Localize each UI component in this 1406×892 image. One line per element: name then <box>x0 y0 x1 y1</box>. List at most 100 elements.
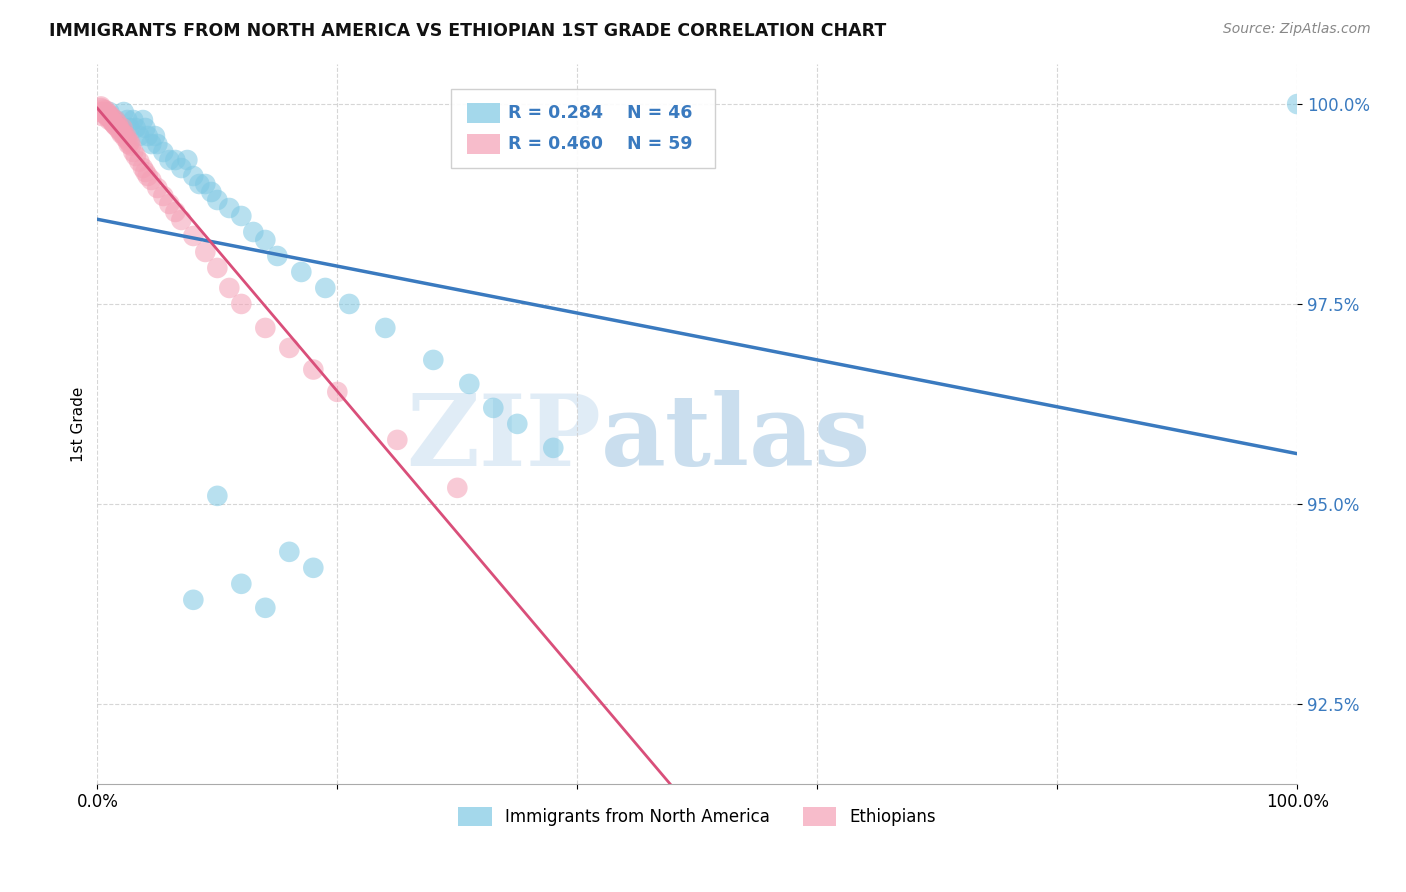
Point <box>101 115 124 129</box>
Text: IMMIGRANTS FROM NORTH AMERICA VS ETHIOPIAN 1ST GRADE CORRELATION CHART: IMMIGRANTS FROM NORTH AMERICA VS ETHIOPI… <box>49 22 886 40</box>
Point <box>446 481 468 495</box>
Point <box>120 138 142 153</box>
Point <box>117 136 139 151</box>
Point <box>170 161 193 175</box>
Point <box>90 101 112 115</box>
Point <box>231 209 253 223</box>
Point <box>134 121 156 136</box>
Point <box>254 321 277 335</box>
Point <box>188 177 211 191</box>
Point <box>146 136 169 151</box>
Point <box>112 128 135 142</box>
Point <box>266 249 288 263</box>
Point <box>104 119 127 133</box>
Point <box>278 341 301 355</box>
Point <box>114 130 136 145</box>
Point <box>117 113 139 128</box>
Point <box>242 225 264 239</box>
Point <box>152 145 174 159</box>
Point <box>128 128 150 143</box>
Point <box>218 281 240 295</box>
Point <box>218 201 240 215</box>
Point <box>326 384 349 399</box>
Point <box>231 297 253 311</box>
Point <box>94 103 117 118</box>
Point <box>100 112 122 126</box>
Point <box>1286 97 1309 112</box>
Point <box>128 154 150 169</box>
Point <box>110 121 132 136</box>
Point <box>157 197 180 211</box>
Point <box>458 376 481 391</box>
Legend: Immigrants from North America, Ethiopians: Immigrants from North America, Ethiopian… <box>458 806 936 826</box>
Point <box>97 106 120 120</box>
Point <box>93 105 115 120</box>
Point <box>90 99 112 113</box>
Point <box>91 109 114 123</box>
FancyBboxPatch shape <box>467 134 501 154</box>
Point <box>254 233 277 247</box>
Point <box>146 181 169 195</box>
Point <box>132 161 155 175</box>
Point <box>94 105 117 120</box>
Point <box>207 489 229 503</box>
Text: R = 0.460    N = 59: R = 0.460 N = 59 <box>508 135 692 153</box>
Text: ZIP: ZIP <box>406 390 602 487</box>
Point <box>134 165 156 179</box>
Point <box>387 433 409 447</box>
Point <box>101 114 124 128</box>
Point <box>374 321 396 335</box>
Point <box>89 105 111 120</box>
Point <box>115 128 138 143</box>
Point <box>183 169 205 183</box>
Point <box>207 193 229 207</box>
Point <box>143 128 166 143</box>
Point <box>194 177 217 191</box>
Point <box>141 173 163 187</box>
Point <box>108 121 131 136</box>
Point <box>278 545 301 559</box>
Point <box>97 109 120 123</box>
Point <box>111 121 134 136</box>
Point <box>104 113 127 128</box>
Point <box>314 281 336 295</box>
Point <box>141 136 163 151</box>
Point <box>170 213 193 227</box>
Point <box>157 153 180 167</box>
Point <box>183 229 205 244</box>
Text: atlas: atlas <box>602 390 872 487</box>
Text: R = 0.284    N = 46: R = 0.284 N = 46 <box>508 104 692 122</box>
Point <box>200 185 222 199</box>
Point <box>122 113 145 128</box>
Point <box>125 149 148 163</box>
FancyBboxPatch shape <box>467 103 501 123</box>
Point <box>96 109 118 123</box>
Point <box>103 117 125 131</box>
Point <box>165 153 187 167</box>
Point <box>125 121 148 136</box>
Point <box>337 297 360 311</box>
Point <box>110 125 132 139</box>
Point <box>93 103 115 117</box>
Point <box>176 153 198 167</box>
Y-axis label: 1st Grade: 1st Grade <box>72 386 86 461</box>
Point <box>152 189 174 203</box>
Point <box>122 145 145 159</box>
Point <box>100 112 122 127</box>
Point <box>110 127 132 141</box>
Point <box>194 244 217 259</box>
Point <box>98 113 121 128</box>
Point <box>207 260 229 275</box>
Point <box>108 122 131 136</box>
Point <box>302 362 325 376</box>
Point <box>254 600 277 615</box>
Point <box>136 128 159 143</box>
Point <box>104 113 127 128</box>
Point <box>112 105 135 120</box>
Point <box>108 122 131 136</box>
Point <box>118 121 141 136</box>
Point <box>506 417 529 431</box>
Point <box>132 113 155 128</box>
Point <box>290 265 312 279</box>
Point <box>118 136 141 150</box>
